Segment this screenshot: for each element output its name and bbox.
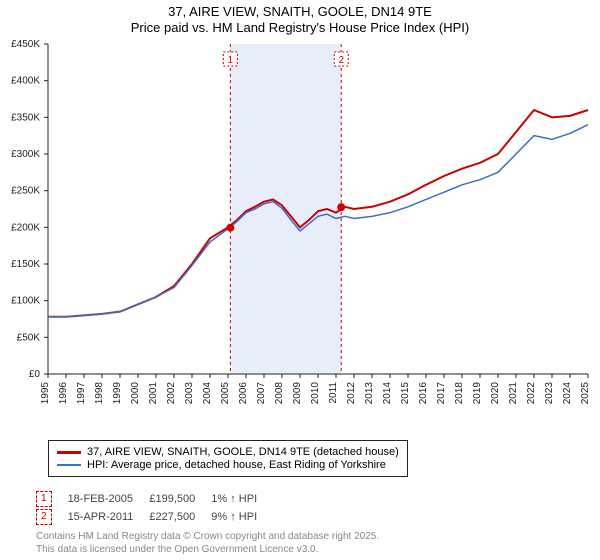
line-chart: £0£50K£100K£150K£200K£250K£300K£350K£400… [48, 44, 588, 424]
svg-text:2: 2 [338, 55, 344, 66]
title-line-2: Price paid vs. HM Land Registry's House … [0, 20, 600, 36]
svg-text:2021: 2021 [508, 382, 519, 405]
chart-area: £0£50K£100K£150K£200K£250K£300K£350K£400… [48, 44, 588, 429]
svg-text:2015: 2015 [400, 382, 411, 405]
svg-text:2005: 2005 [220, 382, 231, 405]
svg-text:£200K: £200K [11, 222, 40, 233]
svg-text:1: 1 [228, 55, 234, 66]
legend-item: HPI: Average price, detached house, East… [57, 459, 399, 471]
attribution-footer: Contains HM Land Registry data © Crown c… [36, 531, 379, 556]
sale-delta: 1% ↑ HPI [211, 490, 273, 508]
svg-text:1996: 1996 [58, 382, 69, 405]
sale-price: £227,500 [149, 508, 211, 526]
svg-text:£250K: £250K [11, 186, 40, 197]
legend-label: 37, AIRE VIEW, SNAITH, GOOLE, DN14 9TE (… [87, 446, 399, 458]
sale-delta: 9% ↑ HPI [211, 508, 273, 526]
legend-item: 37, AIRE VIEW, SNAITH, GOOLE, DN14 9TE (… [57, 446, 399, 458]
legend-label: HPI: Average price, detached house, East… [87, 459, 386, 471]
sale-date: 15-APR-2011 [68, 508, 150, 526]
svg-text:2011: 2011 [328, 382, 339, 404]
svg-text:2010: 2010 [310, 382, 321, 405]
svg-text:2013: 2013 [364, 382, 375, 405]
svg-text:£350K: £350K [11, 112, 40, 123]
sales-table: 1 18-FEB-2005£199,5001% ↑ HPI 2 15-APR-2011… [36, 490, 273, 526]
sale-row: 2 15-APR-2011£227,5009% ↑ HPI [36, 508, 273, 526]
svg-text:1995: 1995 [40, 382, 51, 405]
footer-line-1: Contains HM Land Registry data © Crown c… [36, 531, 379, 544]
svg-text:2014: 2014 [382, 382, 393, 405]
svg-text:2023: 2023 [544, 382, 555, 405]
svg-text:2006: 2006 [238, 382, 249, 405]
svg-text:2004: 2004 [202, 382, 213, 405]
svg-text:£300K: £300K [11, 149, 40, 160]
svg-text:2017: 2017 [436, 382, 447, 405]
svg-text:£50K: £50K [17, 332, 41, 343]
svg-text:2018: 2018 [454, 382, 465, 405]
svg-text:£150K: £150K [11, 259, 40, 270]
svg-text:2007: 2007 [256, 382, 267, 405]
legend-swatch [57, 451, 81, 454]
svg-text:2019: 2019 [472, 382, 483, 405]
svg-text:£450K: £450K [11, 39, 40, 50]
sale-marker: 1 [36, 491, 52, 507]
sale-marker: 2 [36, 509, 52, 525]
svg-text:2024: 2024 [562, 382, 573, 405]
title-line-1: 37, AIRE VIEW, SNAITH, GOOLE, DN14 9TE [0, 4, 600, 20]
svg-text:2012: 2012 [346, 382, 357, 405]
svg-text:2016: 2016 [418, 382, 429, 405]
svg-text:2000: 2000 [130, 382, 141, 405]
svg-text:2008: 2008 [274, 382, 285, 405]
legend: 37, AIRE VIEW, SNAITH, GOOLE, DN14 9TE (… [48, 440, 408, 477]
svg-text:£0: £0 [29, 369, 41, 380]
footer-line-2: This data is licensed under the Open Gov… [36, 544, 379, 557]
svg-text:1997: 1997 [76, 382, 87, 405]
svg-text:2022: 2022 [526, 382, 537, 405]
svg-text:2025: 2025 [580, 382, 591, 405]
sale-price: £199,500 [149, 490, 211, 508]
svg-text:£100K: £100K [11, 296, 40, 307]
sale-date: 18-FEB-2005 [68, 490, 150, 508]
sale-row: 1 18-FEB-2005£199,5001% ↑ HPI [36, 490, 273, 508]
svg-text:£400K: £400K [11, 76, 40, 87]
svg-text:1998: 1998 [94, 382, 105, 405]
svg-text:2002: 2002 [166, 382, 177, 405]
svg-text:1999: 1999 [112, 382, 123, 405]
legend-swatch [57, 464, 81, 466]
svg-text:2001: 2001 [148, 382, 159, 405]
svg-text:2003: 2003 [184, 382, 195, 405]
svg-text:2020: 2020 [490, 382, 501, 405]
svg-text:2009: 2009 [292, 382, 303, 405]
chart-title: 37, AIRE VIEW, SNAITH, GOOLE, DN14 9TE P… [0, 0, 600, 37]
